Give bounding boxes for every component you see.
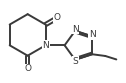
Text: N: N — [42, 41, 49, 50]
Text: N: N — [89, 30, 96, 40]
Text: S: S — [72, 57, 78, 66]
Text: O: O — [24, 64, 31, 73]
Text: O: O — [53, 14, 60, 22]
Text: N: N — [72, 25, 78, 34]
